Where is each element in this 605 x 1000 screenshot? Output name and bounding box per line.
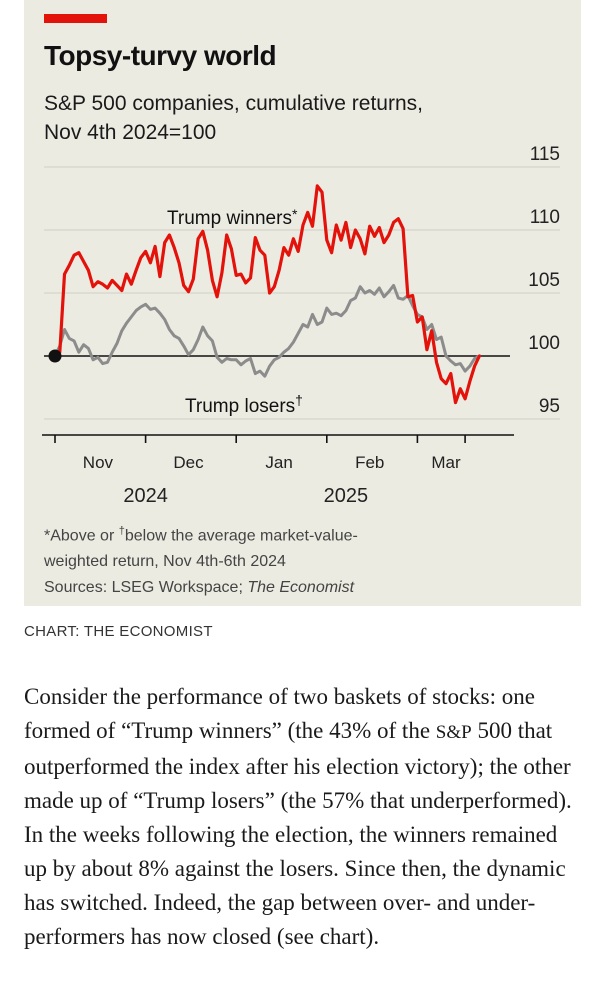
footnote-line2: weighted return, Nov 4th-6th 2024 [44, 553, 286, 571]
x-tick-label-dec: Dec [173, 453, 204, 472]
chart-title: Topsy-turvy world [44, 40, 277, 71]
chart-footnote: *Above or †below the average market-valu… [44, 518, 564, 601]
series-line-trump-losers [53, 283, 481, 378]
sources-publication: The Economist [247, 579, 355, 597]
chart-subtitle: S&P 500 companies, cumulative returns, N… [44, 89, 544, 147]
start-point-marker [48, 349, 62, 363]
label-trump-losers: Trump losers† [185, 392, 303, 417]
chart-card [24, 0, 581, 606]
chart-subtitle-line1: S&P 500 companies, cumulative returns, [44, 92, 423, 115]
year-label-2024: 2024 [123, 485, 168, 507]
label-trump-winners: Trump winners* [167, 206, 298, 229]
x-tick-label-mar: Mar [431, 453, 461, 472]
footnote-line1-a: Above or [50, 527, 119, 545]
footnote-line1-b: below the average market-value- [124, 527, 358, 545]
sources-text: Sources: LSEG Workspace; [44, 579, 248, 597]
footnote-sources: Sources: LSEG Workspace; The Economist [44, 575, 564, 601]
chart-credit: CHART: THE ECONOMIST [24, 623, 213, 640]
y-tick-label-100: 100 [528, 333, 560, 354]
y-tick-label-105: 105 [528, 270, 560, 291]
economist-red-accent-bar [44, 14, 107, 23]
label-trump-winners-mark: * [292, 206, 298, 222]
x-tick-label-jan: Jan [265, 453, 292, 472]
year-label-2025: 2025 [324, 485, 369, 507]
line-chart: 95 100 105 110 115 Nov Dec Jan Feb Mar 2024 2025 Tru… [42, 144, 560, 507]
y-tick-label-110: 110 [530, 207, 560, 228]
article-paragraph: Consider the performance of two baskets … [24, 680, 584, 954]
x-tick-label-nov: Nov [83, 453, 114, 472]
series-line-trump-winners [53, 184, 481, 405]
article-small-caps-sp: S&P [435, 722, 472, 743]
x-tick-label-feb: Feb [355, 453, 384, 472]
y-tick-label-95: 95 [539, 396, 560, 417]
footnote-line1: *Above or †below the average market-valu… [44, 518, 564, 549]
article-text-part2: 500 that outperformed the index after hi… [24, 718, 572, 949]
label-trump-losers-mark: † [295, 392, 303, 408]
footnote-asterisk: * [44, 527, 51, 545]
article-text-part1: Consider the performance of two baskets … [24, 684, 535, 743]
footnote-dagger: † [118, 525, 125, 537]
chart-subtitle-line2: Nov 4th 2024=100 [44, 121, 217, 144]
y-tick-label-115: 115 [530, 144, 560, 165]
